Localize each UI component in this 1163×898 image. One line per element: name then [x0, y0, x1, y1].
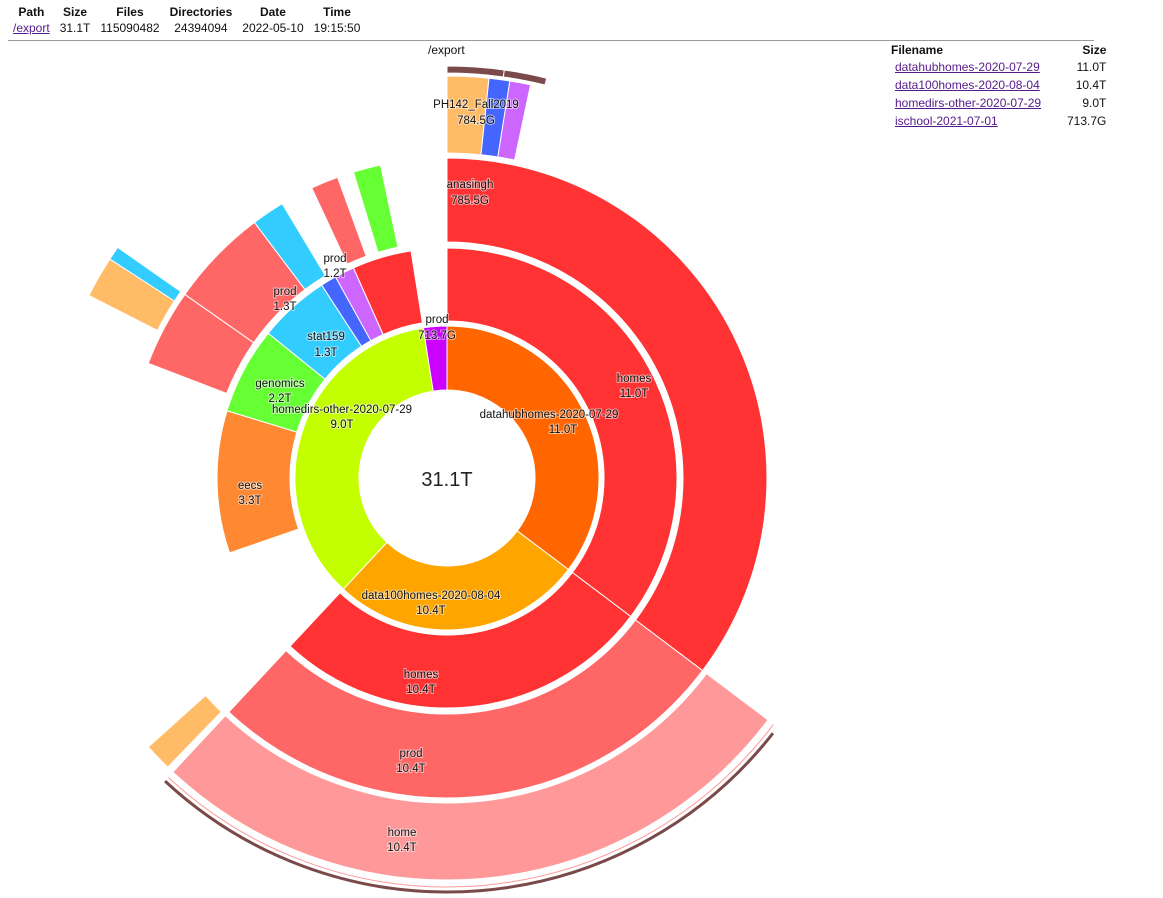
summary-table: Path Size Files Directories Date Time /e…	[8, 4, 365, 36]
summary-value-row: /export 31.1T 115090482 24394094 2022-05…	[8, 20, 365, 36]
segment-small-peach[interactable]	[147, 694, 222, 768]
file-list-table: Filename Size datahubhomes-2020-07-29 11…	[888, 42, 1109, 130]
file-row: ischool-2021-07-01 713.7G	[888, 112, 1109, 130]
segment-home[interactable]	[172, 672, 769, 881]
segment-homes-big[interactable]	[446, 157, 768, 672]
segment-prod-ischool[interactable]	[352, 250, 424, 336]
file-link-data100homes[interactable]: data100homes-2020-08-04	[895, 78, 1040, 92]
segment-prod-data100[interactable]	[228, 619, 704, 799]
header-time: Time	[323, 5, 351, 19]
summary-directories: 24394094	[174, 21, 228, 35]
summary-size: 31.1T	[59, 21, 91, 35]
segment-label-prod-ischool: prod	[425, 314, 448, 326]
file-link-homedirs-other[interactable]: homedirs-other-2020-07-29	[895, 96, 1042, 110]
segment-homes-datahub[interactable]	[446, 247, 678, 618]
header-size: Size	[63, 5, 88, 19]
segment-home-outer[interactable]	[166, 722, 776, 889]
segment-small-violet-2[interactable]	[497, 80, 532, 161]
segment-datahubhomes[interactable]	[446, 325, 600, 571]
segment-small-green[interactable]	[352, 164, 399, 253]
file-row: datahubhomes-2020-07-29 11.0T	[888, 58, 1109, 76]
center-total: 31.1T	[421, 469, 472, 491]
header-divider	[8, 40, 1094, 41]
header-date: Date	[259, 5, 286, 19]
segment-rim-small[interactable]	[502, 69, 548, 86]
segment-rim-home[interactable]	[162, 730, 776, 895]
summary-header-row: Path Size Files Directories Date Time	[8, 4, 365, 20]
summary-files: 115090482	[100, 21, 160, 35]
segment-rim-ph142[interactable]	[446, 65, 505, 78]
segment-data100homes[interactable]	[342, 530, 570, 631]
segment-ischool[interactable]	[422, 325, 448, 392]
file-size: 9.0T	[1082, 96, 1107, 110]
segment-small-cyan-2[interactable]	[109, 246, 182, 302]
summary-date: 2022-05-10	[242, 21, 304, 35]
segment-eecs[interactable]	[216, 410, 300, 554]
segment-small-salmon[interactable]	[311, 176, 367, 265]
header-directories: Directories	[169, 5, 233, 19]
segment-homes-data100[interactable]	[289, 571, 632, 709]
file-size: 10.4T	[1075, 78, 1107, 92]
file-list-header-size: Size	[1082, 43, 1107, 57]
file-size: 713.7G	[1067, 114, 1107, 128]
file-list-header: Filename Size	[888, 42, 1109, 58]
file-link-ischool[interactable]: ischool-2021-07-01	[895, 114, 998, 128]
path-link[interactable]: /export	[13, 21, 50, 35]
sunburst-breadcrumb: /export	[428, 43, 465, 57]
segment-small-cyan[interactable]	[253, 203, 327, 291]
file-row: data100homes-2020-08-04 10.4T	[888, 76, 1109, 94]
sunburst-segments	[88, 65, 776, 895]
file-link-datahubhomes[interactable]: datahubhomes-2020-07-29	[895, 60, 1040, 74]
summary-time: 19:15:50	[313, 21, 361, 35]
file-list-header-name: Filename	[891, 43, 944, 57]
header-files: Files	[116, 5, 144, 19]
header-path: Path	[18, 5, 45, 19]
file-size: 11.0T	[1076, 60, 1107, 74]
file-row: homedirs-other-2020-07-29 9.0T	[888, 94, 1109, 112]
segment-homedirs-other[interactable]	[294, 327, 434, 590]
